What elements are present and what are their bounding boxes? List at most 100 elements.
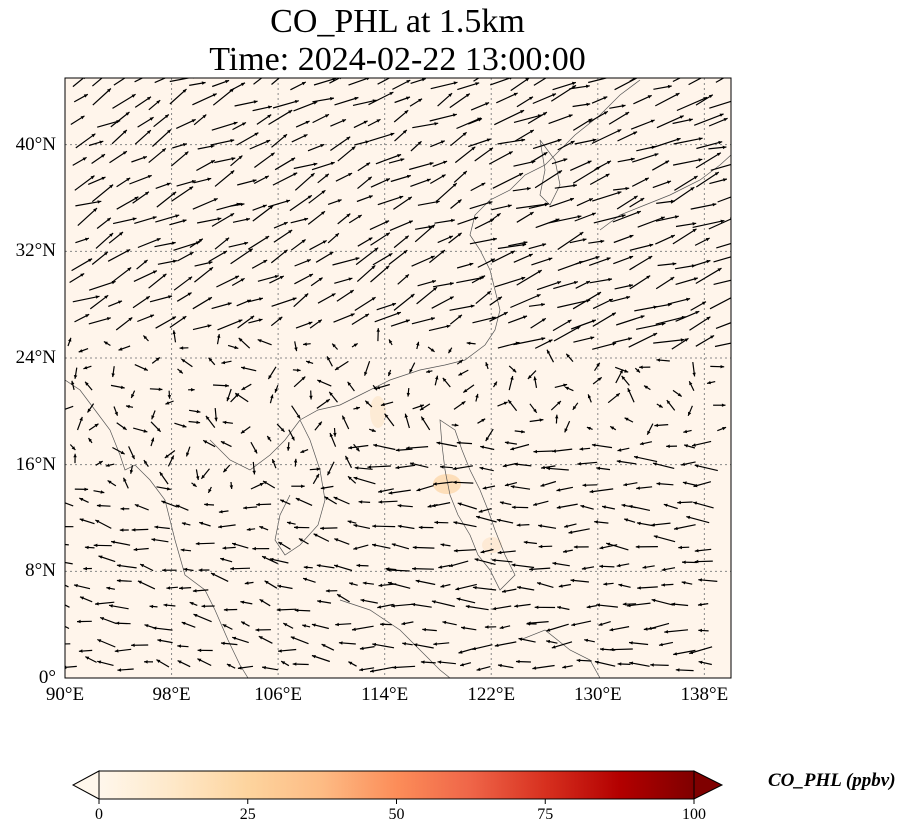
wind-vector-head: [371, 428, 376, 432]
wind-vector-shaft: [113, 267, 132, 282]
wind-vector-head: [548, 257, 553, 261]
wind-vector-head: [191, 388, 195, 392]
wind-vector-head: [111, 540, 115, 544]
wind-vector-head: [504, 483, 509, 487]
wind-vector-head: [617, 448, 622, 452]
lon-tick-label: 138°E: [680, 684, 729, 705]
wind-vector-head: [84, 487, 89, 492]
wind-vector-head: [465, 604, 470, 609]
wind-vector-head: [316, 564, 321, 568]
wind-vector-head: [571, 622, 576, 627]
wind-vector-head: [184, 151, 189, 156]
wind-vector-head: [294, 100, 299, 104]
wind-vector-head: [85, 314, 90, 318]
wind-vector-head: [419, 404, 424, 408]
wind-vector-head: [241, 366, 245, 370]
wind-vector-shaft: [635, 322, 666, 330]
wind-vector-head: [332, 343, 336, 348]
wind-vector-head: [579, 447, 584, 451]
wind-vector-head: [348, 476, 352, 480]
wind-vector-head: [274, 388, 278, 393]
wind-vector-head: [107, 88, 111, 93]
wind-vector-head: [227, 302, 232, 306]
wind-vector-head: [374, 247, 379, 252]
wind-vector-head: [459, 359, 463, 364]
wind-vector-head: [592, 138, 597, 142]
wind-vector-head: [719, 113, 724, 117]
wind-vector-head: [329, 391, 333, 396]
wind-vector-head: [302, 624, 307, 628]
wind-vector-head: [723, 178, 727, 182]
wind-vector-head: [279, 276, 284, 280]
wind-vector-head: [686, 515, 691, 520]
wind-vector-head: [386, 568, 391, 572]
wind-vector-shaft: [169, 88, 187, 105]
wind-vector-head: [263, 481, 267, 485]
wind-vector-shaft: [351, 625, 374, 631]
wind-vector-head: [587, 160, 592, 164]
wind-vector-head: [214, 417, 218, 422]
wind-vector-head: [405, 319, 410, 323]
wind-vector-shaft: [549, 197, 575, 208]
map-background: [65, 78, 731, 678]
wind-vector-head: [463, 389, 468, 393]
wind-vector-shaft: [497, 243, 527, 250]
wind-vector-head: [345, 455, 349, 460]
wind-vector-head: [83, 566, 87, 571]
wind-vector-head: [78, 349, 83, 353]
wind-vector-head: [688, 118, 693, 122]
wind-vector-shaft: [431, 296, 454, 309]
wind-vector-shaft: [65, 543, 69, 546]
wind-vector-head: [723, 118, 728, 122]
wind-vector-head: [337, 594, 341, 598]
colorbar-label: CO_PHL (ppbv): [768, 770, 896, 791]
wind-vector-head: [591, 443, 596, 447]
wind-vector-shaft: [137, 237, 161, 249]
wind-vector-head: [365, 313, 369, 318]
wind-vector-head: [193, 614, 198, 618]
wind-vector-shaft: [409, 162, 434, 171]
wind-vector-head: [441, 174, 446, 178]
lat-tick-label: 0°: [38, 667, 56, 688]
wind-vector-head: [368, 195, 373, 199]
wind-vector-head: [317, 319, 322, 324]
wind-vector-head: [77, 619, 81, 624]
wind-vector-head: [79, 416, 83, 421]
wind-vector-head: [318, 421, 322, 426]
wind-vector-head: [457, 502, 462, 506]
wind-vector-head: [440, 543, 445, 547]
wind-vector-shaft: [626, 602, 651, 607]
wind-vector-shaft: [110, 111, 130, 128]
wind-vector-shaft: [388, 249, 408, 265]
wind-vector-head: [296, 368, 301, 372]
wind-vector-head: [358, 500, 363, 504]
wind-vector-head: [617, 662, 622, 666]
wind-vector-head: [496, 213, 501, 217]
wind-vector-head: [591, 212, 596, 216]
wind-vector-head: [304, 293, 309, 298]
wind-vector-head: [143, 429, 148, 433]
wind-vector-head: [152, 216, 157, 220]
wind-vector-head: [397, 504, 402, 508]
wind-vector-shaft: [468, 138, 491, 148]
wind-vector-shaft: [155, 214, 180, 223]
wind-vector-head: [186, 452, 190, 457]
wind-vector-shaft: [253, 78, 263, 85]
wind-vector-head: [150, 437, 155, 442]
wind-vector-head: [405, 446, 410, 450]
wind-vector-head: [492, 606, 497, 611]
wind-vector-head: [333, 496, 338, 501]
wind-vector-shaft: [608, 111, 630, 125]
wind-vector-head: [664, 630, 669, 634]
wind-vector-head: [330, 97, 334, 101]
wind-vector-shaft: [596, 604, 618, 608]
wind-vector-head: [57, 642, 61, 646]
wind-vector-head: [378, 500, 383, 504]
wind-vector-head: [356, 406, 360, 410]
wind-vector-head: [109, 233, 114, 237]
wind-vector-head: [346, 213, 351, 218]
lat-tick-label: 8°N: [25, 560, 56, 582]
wind-vector-head: [144, 624, 149, 628]
wind-vector-head: [684, 444, 688, 448]
wind-vector-shaft: [257, 275, 279, 282]
